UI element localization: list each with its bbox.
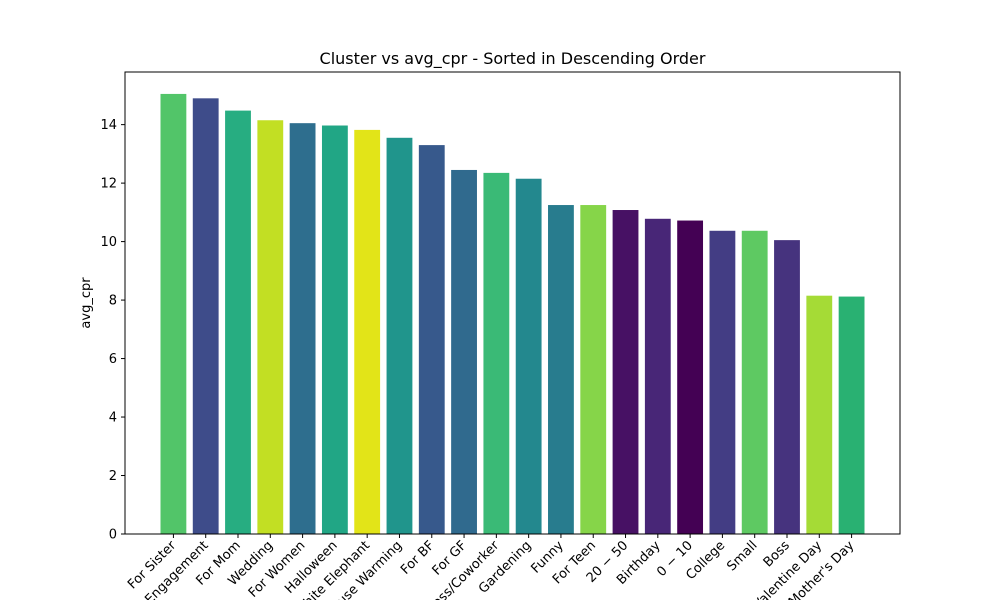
bar: [580, 205, 607, 535]
bar: [677, 220, 704, 535]
bar: [192, 98, 219, 534]
bar: [418, 145, 445, 534]
bar: [257, 120, 284, 534]
chart-title: Cluster vs avg_cpr - Sorted in Descendin…: [320, 49, 706, 69]
bar: [515, 178, 542, 535]
bar: [451, 169, 477, 534]
bar: [483, 172, 510, 534]
y-tick-label: 14: [100, 118, 117, 133]
bar: [225, 110, 251, 534]
y-tick-label: 8: [109, 294, 117, 309]
bar: [774, 240, 800, 534]
bar: [321, 125, 348, 534]
y-tick-label: 12: [100, 177, 117, 192]
y-tick-label: 4: [109, 411, 117, 426]
bar: [386, 137, 413, 535]
bar: [548, 205, 574, 535]
y-axis-label: avg_cpr: [79, 277, 94, 329]
bar: [612, 210, 639, 534]
bar: [160, 93, 187, 535]
y-tick-label: 2: [109, 469, 117, 484]
plot-frame: [124, 71, 901, 535]
bar: [838, 296, 865, 534]
bar: [289, 123, 316, 535]
y-axis-ticks: 0 2 4 6 8 10 12 14: [100, 118, 125, 543]
bar: [741, 230, 768, 534]
y-tick-label: 0: [109, 528, 117, 543]
bar: [806, 295, 833, 534]
bar: [709, 230, 736, 534]
bar: [354, 129, 381, 534]
y-tick-label: 6: [109, 352, 117, 367]
bars-group: [160, 93, 865, 535]
y-tick-label: 10: [100, 235, 117, 250]
bar: [644, 218, 671, 535]
